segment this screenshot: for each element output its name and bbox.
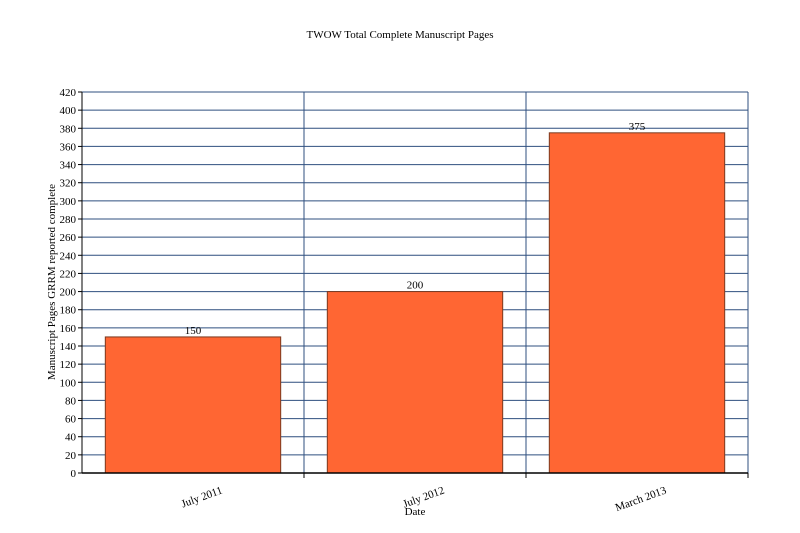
bar — [104, 336, 282, 474]
data-label: 150 — [185, 325, 202, 337]
chart-title: TWOW Total Complete Manuscript Pages — [306, 29, 493, 41]
bar — [326, 291, 504, 474]
y-tick-label: 400 — [60, 105, 77, 117]
y-tick-label: 180 — [60, 305, 77, 317]
y-tick-label: 240 — [60, 250, 77, 262]
data-label: 375 — [629, 121, 646, 133]
y-tick-label: 100 — [60, 377, 77, 389]
y-tick-label: 280 — [60, 214, 77, 226]
y-tick-label: 420 — [60, 87, 77, 99]
data-label: 200 — [407, 280, 424, 292]
y-tick-label: 160 — [60, 323, 77, 335]
y-tick-label: 80 — [65, 395, 77, 407]
y-tick-label: 300 — [60, 196, 77, 208]
y-tick-label: 200 — [60, 287, 77, 299]
y-axis-title: Manuscript Pages GRRM reported complete — [46, 184, 58, 380]
y-tick-label: 0 — [71, 468, 77, 480]
y-tick-label: 380 — [60, 123, 77, 135]
y-tick-label: 60 — [65, 414, 77, 426]
y-tick-label: 260 — [60, 232, 77, 244]
y-tick-label: 220 — [60, 268, 77, 280]
bar — [548, 132, 726, 474]
y-tick-label: 320 — [60, 178, 77, 190]
y-tick-label: 40 — [65, 432, 77, 444]
x-axis-title: Date — [405, 506, 426, 518]
y-tick-label: 140 — [60, 341, 77, 353]
y-tick-label: 20 — [65, 450, 77, 462]
y-tick-label: 120 — [60, 359, 77, 371]
y-tick-label: 360 — [60, 141, 77, 153]
y-tick-label: 340 — [60, 160, 77, 172]
